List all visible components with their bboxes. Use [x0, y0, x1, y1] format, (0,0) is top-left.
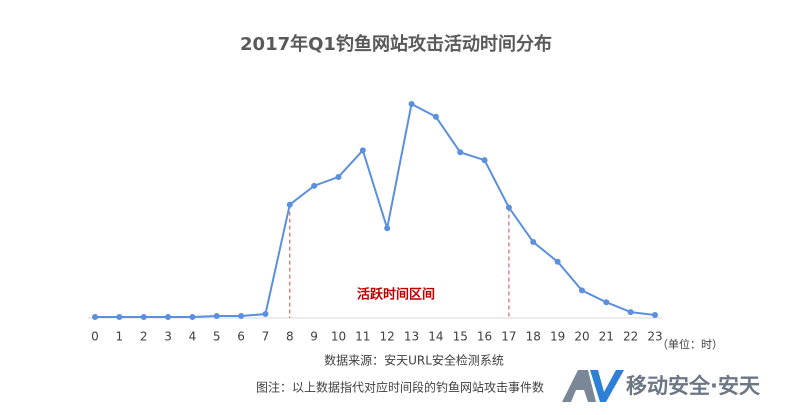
- x-tick-label: 4: [189, 330, 197, 344]
- point: [530, 239, 537, 246]
- point: [384, 225, 391, 232]
- x-tick-label: 13: [404, 330, 419, 344]
- annotation: 活跃时间区间: [357, 287, 435, 303]
- point: [335, 173, 342, 180]
- point: [140, 314, 147, 321]
- x-tick-label: 22: [623, 330, 638, 344]
- x-tick-label: 8: [286, 330, 294, 344]
- point: [359, 147, 366, 154]
- point: [189, 314, 196, 321]
- x-tick-label: 12: [380, 330, 395, 344]
- x-tick-label: 0: [91, 330, 99, 344]
- x-tick-label: 20: [574, 330, 589, 344]
- x-tick-label: 15: [453, 330, 468, 344]
- x-tick-label: 6: [237, 330, 245, 344]
- x-tick-label: 14: [428, 330, 443, 344]
- logo-text: 移动安全·安天: [626, 374, 761, 398]
- point: [238, 313, 245, 320]
- point: [408, 100, 415, 107]
- chart-title: 2017年Q1钓鱼网站攻击活动时间分布: [240, 33, 552, 55]
- point: [652, 312, 658, 319]
- point: [627, 309, 634, 316]
- point: [92, 314, 98, 321]
- x-tick-label: 10: [331, 330, 346, 344]
- x-tick-label: 3: [164, 330, 172, 344]
- x-tick-label: 7: [262, 330, 270, 344]
- x-tick-label: 11: [355, 330, 370, 344]
- point: [603, 299, 610, 306]
- point: [578, 287, 585, 294]
- point: [432, 113, 439, 120]
- x-tick-label: 19: [550, 330, 565, 344]
- x-tick-label: 18: [526, 330, 541, 344]
- line: [95, 102, 656, 319]
- source: 数据来源：安天URL安全检测系统: [324, 353, 504, 368]
- x-tick-label: 2: [140, 330, 148, 344]
- point: [481, 157, 488, 164]
- logo-mark: [562, 370, 596, 402]
- point: [262, 311, 269, 318]
- point: [457, 149, 464, 156]
- point: [505, 204, 512, 211]
- x-tick-label: 23: [647, 330, 662, 344]
- point: [286, 201, 293, 208]
- point: [554, 258, 561, 265]
- x-unit: （单位：时）: [657, 337, 723, 351]
- x-tick-label: 1: [116, 330, 124, 344]
- x-tick-label: 9: [310, 330, 318, 344]
- point: [311, 182, 318, 189]
- note: 图注：以上数据指代对应时间段的钓鱼网站攻击事件数: [256, 380, 544, 395]
- x-tick-label: 16: [477, 330, 492, 344]
- x-tick-label: 21: [599, 330, 614, 344]
- x-tick-label: 5: [213, 330, 221, 344]
- logo: 移动安全·安天: [562, 370, 761, 402]
- point: [165, 314, 172, 321]
- logo-mark: [590, 370, 624, 402]
- point: [116, 314, 123, 321]
- x-tick-label: 17: [501, 330, 516, 344]
- point: [213, 313, 220, 320]
